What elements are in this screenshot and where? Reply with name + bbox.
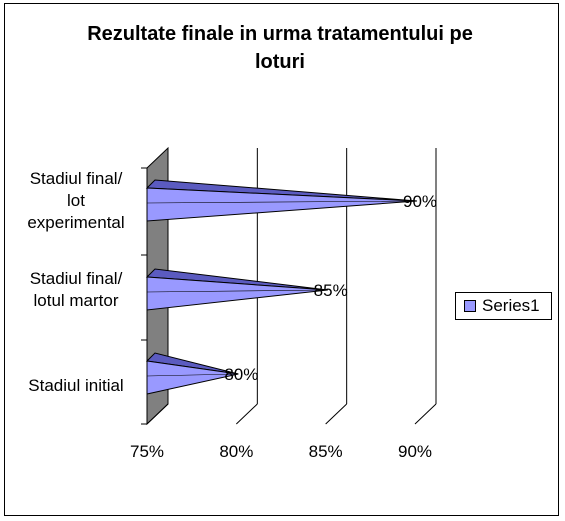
bar-cone-ridge <box>146 373 239 377</box>
data-label: 85% <box>314 281 348 300</box>
category-label: Stadiul initial <box>28 376 124 395</box>
x-tick-label: 80% <box>219 442 253 461</box>
legend: Series1 <box>455 292 552 320</box>
chart-frame <box>4 3 559 516</box>
data-label: 90% <box>403 192 437 211</box>
x-tick-label: 90% <box>398 442 432 461</box>
bar-cone-ridge <box>146 200 418 204</box>
bar-cone-front <box>146 360 239 395</box>
bar-cone <box>145 179 418 222</box>
chart-title: Rezultate finale in urma tratamentului p… <box>87 23 473 73</box>
data-label: 80% <box>224 365 258 384</box>
bar-cone <box>145 268 328 311</box>
gridline-depth <box>325 403 348 425</box>
bar-cone <box>145 352 239 395</box>
x-tick-label: 75% <box>130 442 164 461</box>
category-label: Stadiul final/lot experimental <box>27 169 125 232</box>
gridline-depth <box>235 403 258 425</box>
bar-cone-front <box>146 276 328 311</box>
gridline-depth <box>414 403 437 425</box>
x-tick-label: 85% <box>309 442 343 461</box>
category-label: Stadiul final/lotul martor <box>29 269 123 310</box>
plot-bottom-edge <box>146 403 169 425</box>
bar-cone-front <box>146 187 418 222</box>
bar-cone-ridge <box>146 289 328 293</box>
legend-label: Series1 <box>482 296 540 315</box>
legend-swatch <box>464 300 476 312</box>
